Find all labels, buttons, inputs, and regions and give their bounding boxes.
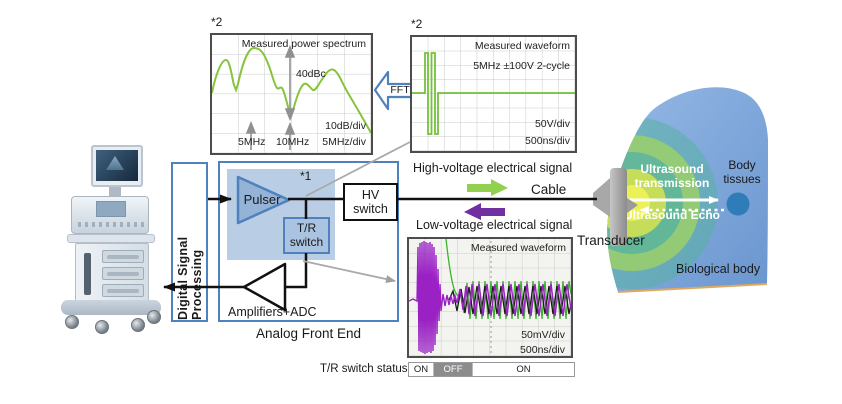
pulser-triangle bbox=[236, 175, 291, 225]
lv-waveform-canvas bbox=[409, 239, 571, 356]
lv-waveform-title: Measured waveform bbox=[470, 242, 566, 254]
ultrasound-echo-label: Ultrasound Echo bbox=[624, 208, 721, 222]
body-tissues-label: Body tissues bbox=[723, 158, 761, 187]
fft-label: FFT bbox=[390, 84, 410, 96]
ultrasound-transmission-label: Ultrasound transmission bbox=[634, 162, 710, 191]
scanner-monitor bbox=[91, 145, 143, 187]
drawer bbox=[102, 284, 144, 297]
body-tissue-circle bbox=[726, 192, 750, 216]
low-voltage-signal-label: Low-voltage electrical signal bbox=[416, 218, 573, 232]
amplifiers-adc-label: Amplifiers+ADC bbox=[228, 305, 317, 319]
lv-waveform-plot: Measured waveform 50mV/div 500ns/div bbox=[407, 237, 573, 358]
tr-status-bar: ON OFF ON bbox=[408, 362, 575, 377]
ultrasound-scanner-illustration bbox=[45, 143, 165, 335]
monitor-stand bbox=[109, 187, 121, 196]
spectrum-tick-10mhz: 10MHz bbox=[276, 136, 310, 148]
caster-wheel bbox=[131, 318, 145, 332]
tr-switch-block: T/R switch bbox=[283, 217, 330, 254]
high-voltage-arrow bbox=[467, 179, 508, 196]
note-asterisk-1: *1 bbox=[300, 169, 312, 183]
transducer-label: Transducer bbox=[577, 233, 645, 248]
note-asterisk-2-spectrum: *2 bbox=[211, 15, 223, 29]
scanner-tower bbox=[75, 243, 149, 302]
transducer-graphic bbox=[593, 168, 638, 246]
spectrum-y-scale: 10dB/div bbox=[325, 120, 366, 132]
drawer bbox=[102, 250, 144, 263]
caster-wheel bbox=[95, 320, 109, 334]
spectrum-title: Measured power spectrum bbox=[241, 38, 366, 50]
control-panel bbox=[71, 196, 149, 234]
lv-y-scale: 50mV/div bbox=[521, 329, 565, 341]
hv-waveform-canvas bbox=[412, 37, 575, 151]
hv-switch-block: HV switch bbox=[343, 183, 398, 221]
pulser-label: Pulser bbox=[243, 192, 281, 207]
panel-display bbox=[96, 201, 126, 217]
panel-buttons bbox=[78, 222, 144, 227]
measurement-arrows bbox=[245, 44, 296, 150]
scanner-base bbox=[61, 300, 161, 315]
tr-status-label: T/R switch status bbox=[320, 363, 408, 375]
tower-slot bbox=[84, 253, 91, 295]
high-voltage-signal-label: High-voltage electrical signal bbox=[413, 161, 573, 175]
note-asterisk-2-waveform: *2 bbox=[411, 17, 423, 31]
cable-label: Cable bbox=[531, 182, 567, 197]
spectrum-annotation: 40dBc bbox=[296, 68, 326, 80]
lv-trace-black bbox=[448, 285, 571, 315]
spectrum-x-scale: 5MHz/div bbox=[322, 136, 366, 148]
scan-image bbox=[106, 156, 124, 170]
tr-status-segment-on: ON bbox=[409, 363, 434, 376]
scanner-screen bbox=[96, 150, 138, 181]
hv-switch-label: HV switch bbox=[353, 187, 388, 216]
biological-body-label: Biological body bbox=[676, 262, 761, 276]
lv-x-scale: 500ns/div bbox=[520, 344, 565, 356]
dsp-label: Digital Signal Processing bbox=[175, 236, 204, 320]
tr-status-segment-on: ON bbox=[516, 364, 531, 375]
drawer bbox=[102, 267, 144, 280]
spectrum-trace bbox=[212, 46, 371, 134]
caster-wheel bbox=[147, 310, 161, 324]
spectrum-tick-5mhz: 5MHz bbox=[238, 136, 266, 148]
power-spectrum-plot: Measured power spectrum 40dBc 5MHz 10MHz… bbox=[210, 33, 373, 155]
caster-wheel bbox=[65, 315, 79, 329]
hv-waveform-plot: Measured waveform 5MHz ±100V 2-cycle 50V… bbox=[410, 35, 577, 153]
lv-trace-green bbox=[445, 239, 571, 320]
body-bottom-edge bbox=[617, 283, 768, 293]
tr-status-segment-off: OFF bbox=[434, 363, 473, 376]
hv-trace bbox=[412, 52, 575, 135]
hv-x-scale: 500ns/div bbox=[525, 135, 570, 147]
lv-trace-purple bbox=[409, 240, 571, 355]
hv-y-scale: 50V/div bbox=[534, 118, 570, 130]
dsp-block: Digital Signal Processing bbox=[171, 162, 208, 322]
hv-waveform-title: Measured waveform bbox=[474, 40, 570, 52]
hv-waveform-conditions: 5MHz ±100V 2-cycle bbox=[473, 60, 570, 72]
tr-switch-label: T/R switch bbox=[289, 220, 324, 249]
analog-front-end-label: Analog Front End bbox=[255, 326, 362, 341]
keyboard-ledge bbox=[67, 234, 155, 243]
power-spectrum-canvas bbox=[212, 35, 371, 153]
